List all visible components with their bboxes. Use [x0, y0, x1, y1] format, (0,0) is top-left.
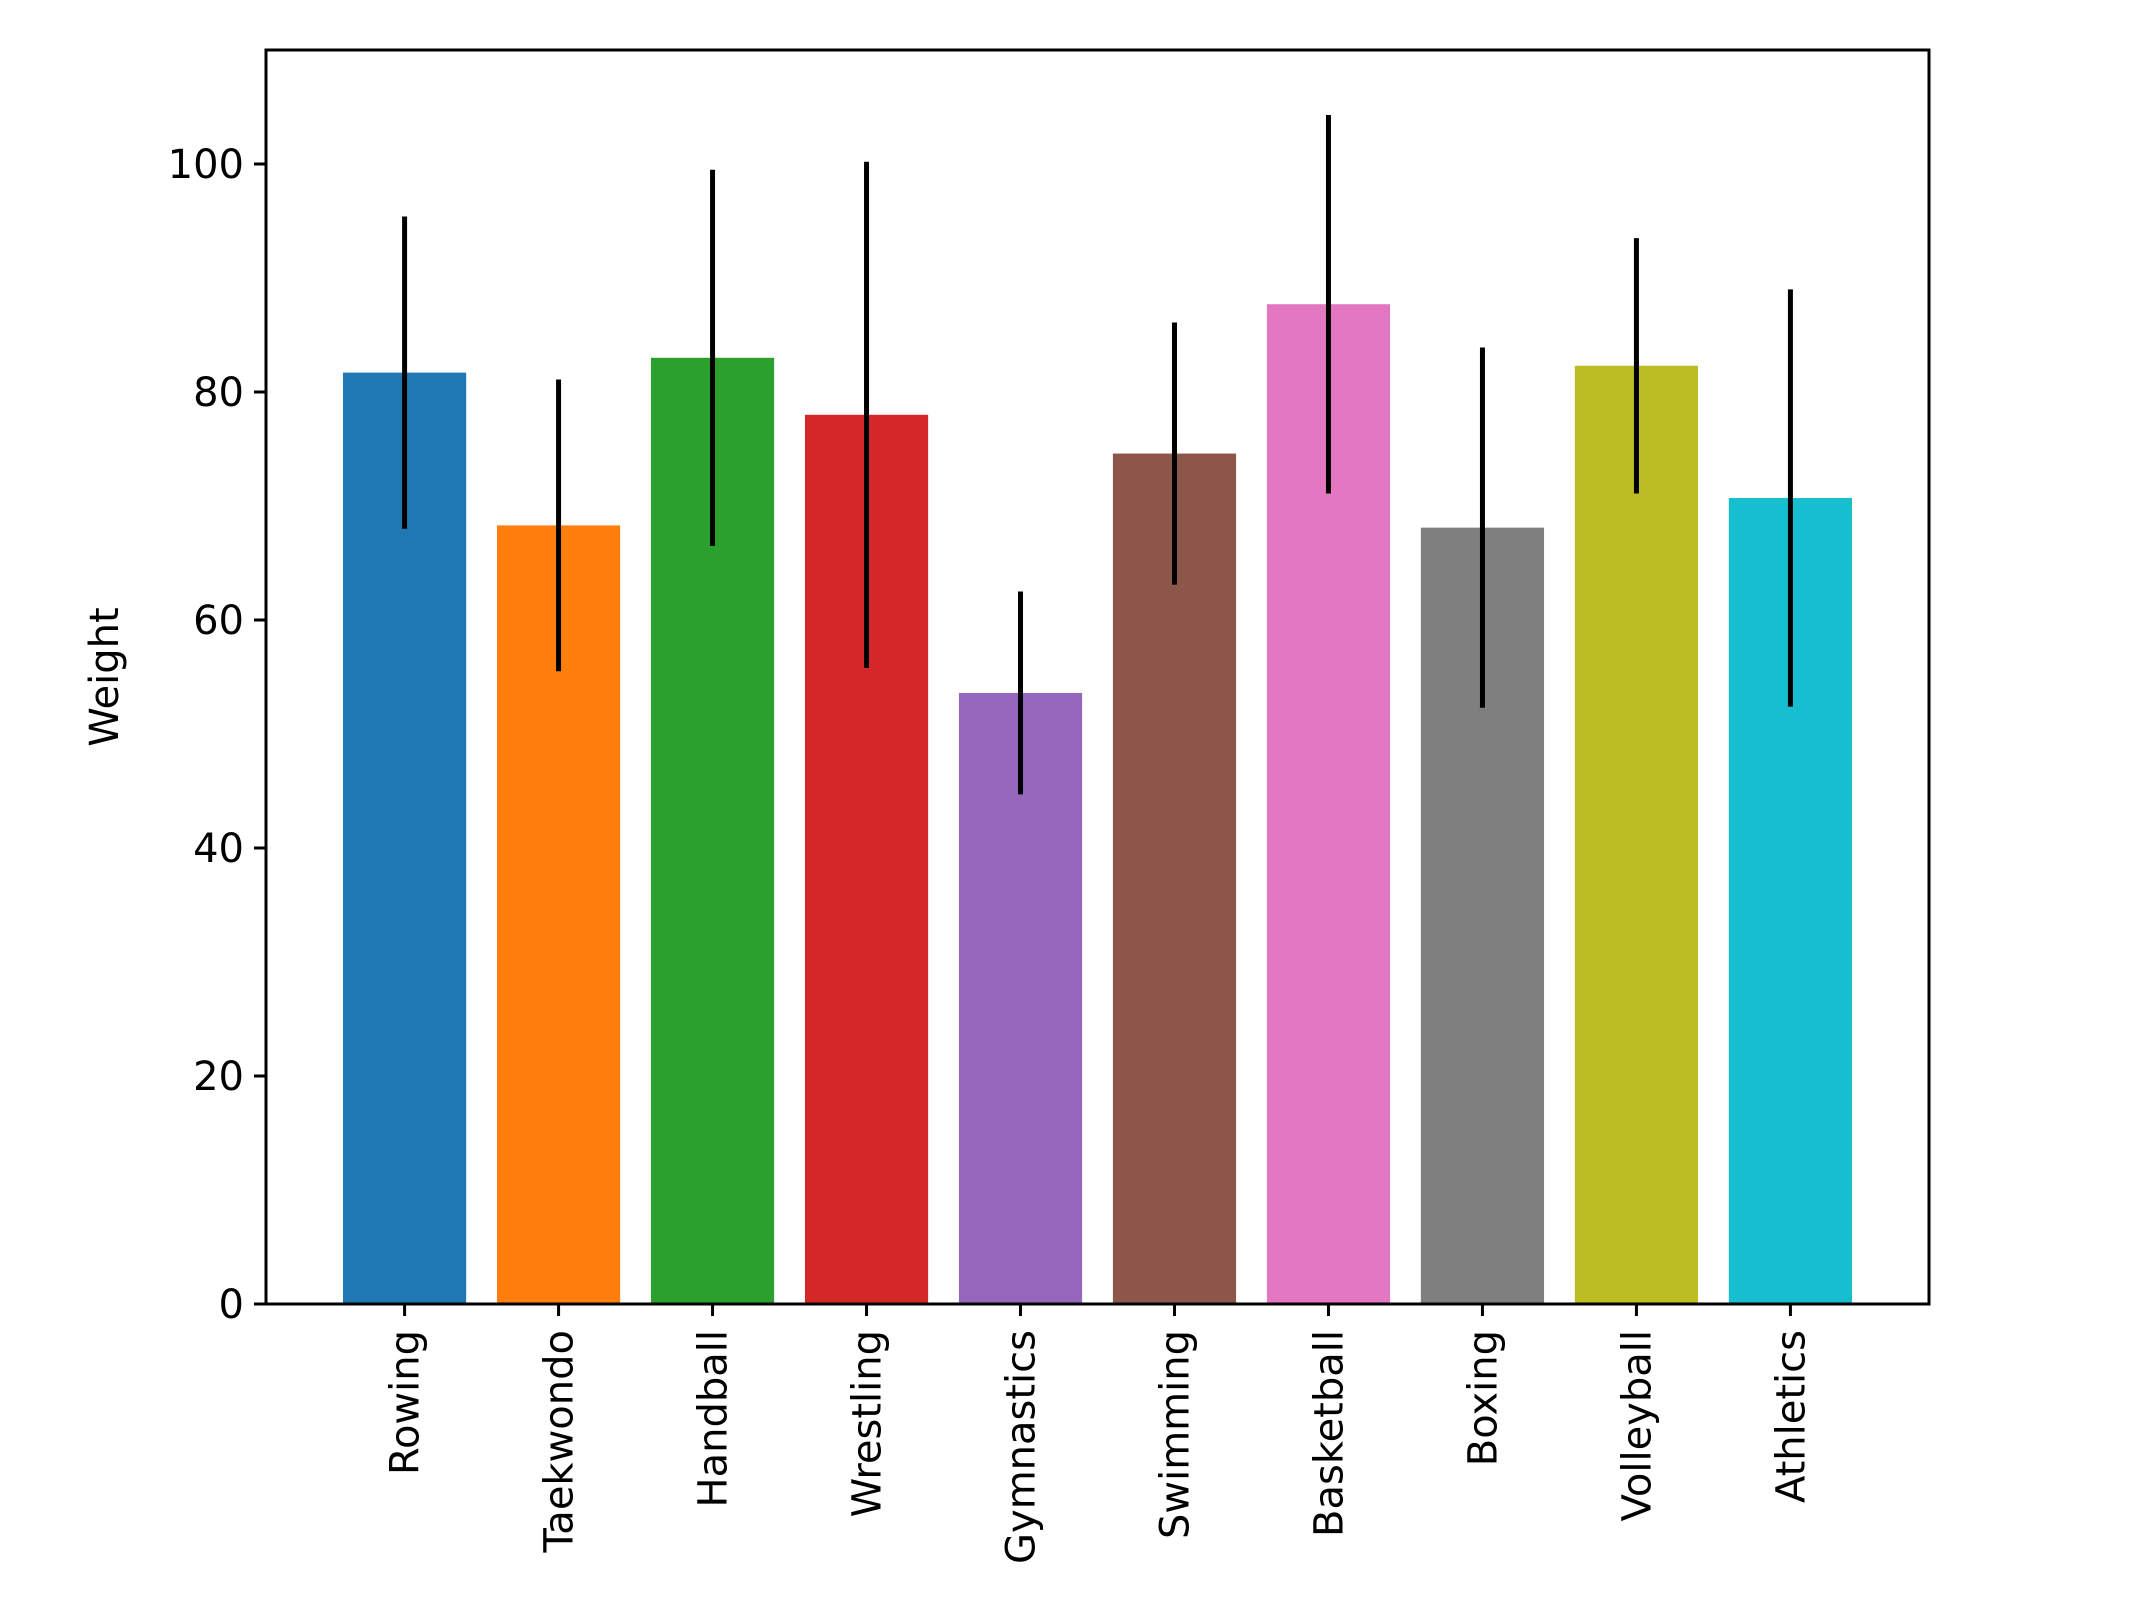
- plot-frame: [264, 48, 1931, 1306]
- y-tick-label: 20: [193, 1054, 244, 1100]
- bar-gymnastics: [958, 692, 1083, 1304]
- bars-group: [342, 304, 1853, 1305]
- x-tick-label: Taekwondo: [537, 1330, 583, 1554]
- x-tick-label: Handball: [691, 1330, 737, 1507]
- y-tick-label: 40: [193, 826, 244, 872]
- x-axis: Rowing Taekwondo Handball Wrestling Gymnasti…: [383, 1304, 1814, 1564]
- bar-swimming: [1112, 453, 1237, 1304]
- bar-volleyball: [1574, 365, 1699, 1304]
- y-tick-label: 0: [219, 1282, 244, 1328]
- x-tick-label: Rowing: [383, 1330, 429, 1475]
- x-tick-label: Gymnastics: [999, 1330, 1045, 1564]
- y-axis: 0 20 40 60 80 100: [168, 142, 266, 1328]
- y-tick-label: 80: [193, 370, 244, 416]
- y-tick-label: 100: [168, 142, 244, 188]
- x-tick-label: Basketball: [1306, 1330, 1352, 1537]
- x-tick-label: Volleyball: [1614, 1330, 1660, 1521]
- x-tick-label: Athletics: [1768, 1330, 1814, 1503]
- y-axis-label: Weight: [82, 607, 128, 746]
- error-bars-group: [402, 114, 1793, 795]
- x-tick-label: Swimming: [1152, 1330, 1198, 1539]
- x-tick-label: Wrestling: [845, 1330, 891, 1517]
- x-tick-label: Boxing: [1460, 1330, 1506, 1466]
- y-tick-label: 60: [193, 598, 244, 644]
